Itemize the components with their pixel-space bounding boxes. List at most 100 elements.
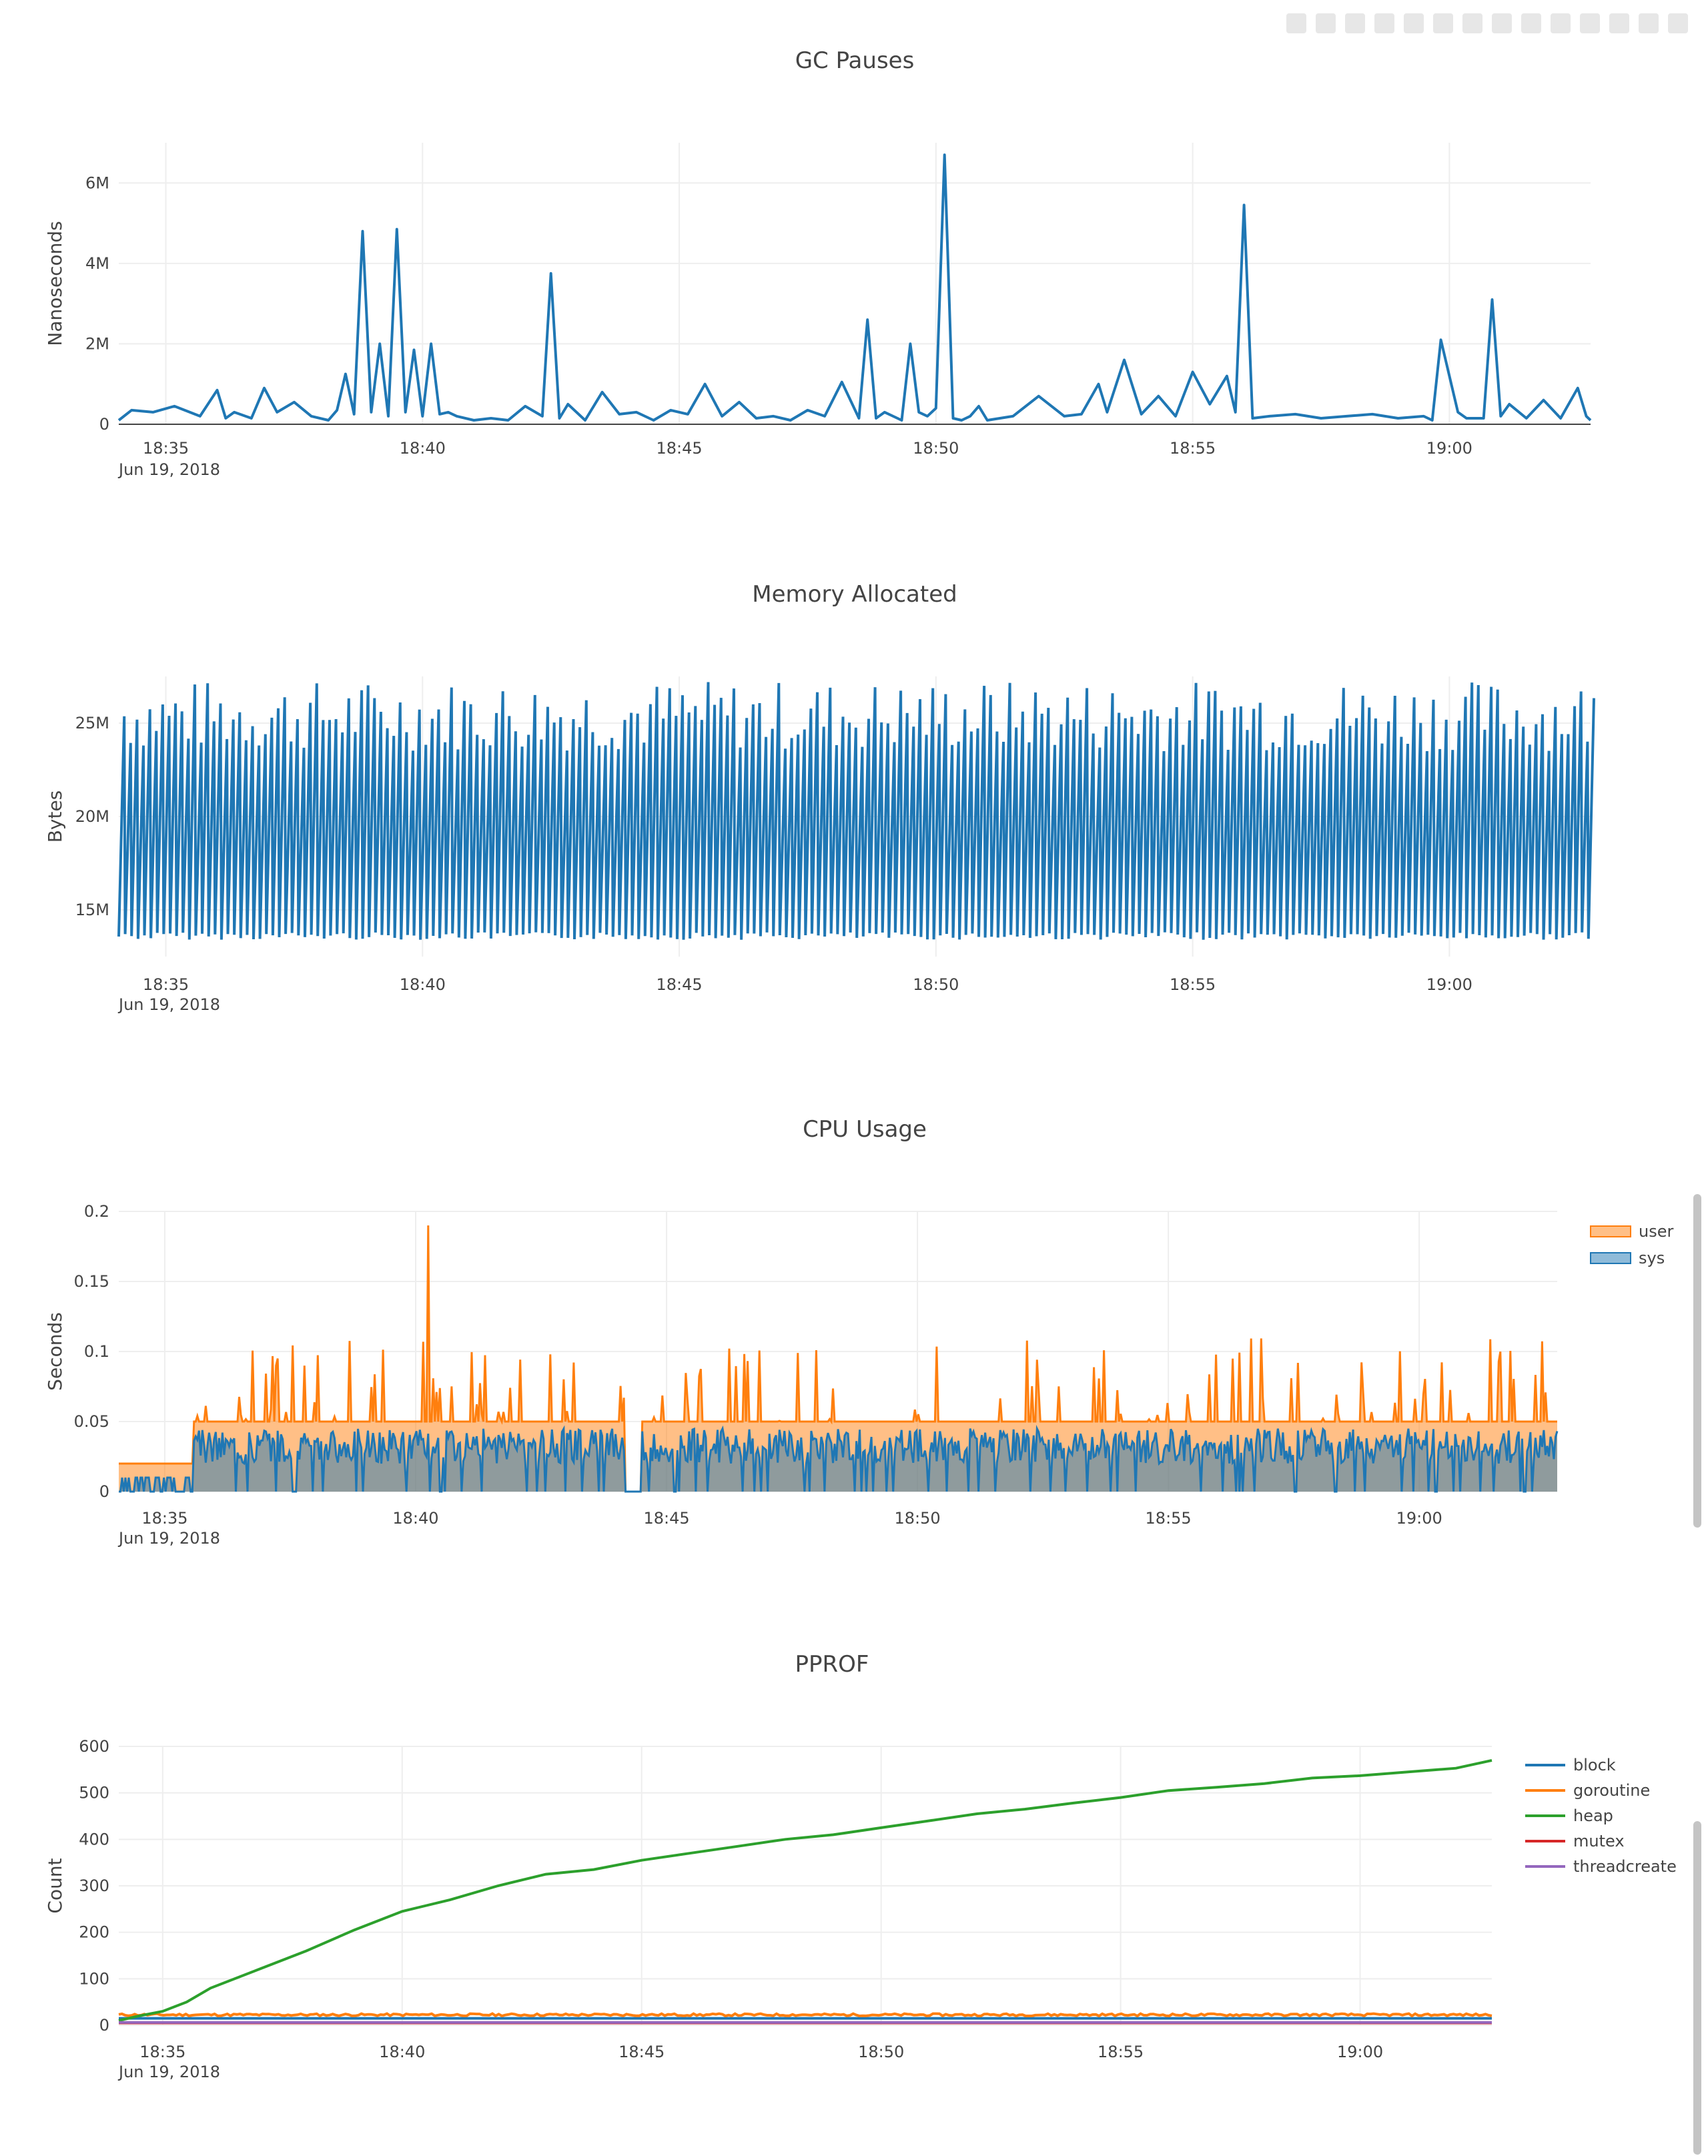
mem-ytick-label: 25M: [75, 714, 109, 732]
mem-xtick-label: 18:55: [1170, 975, 1216, 994]
pprof-ytick-label: 100: [79, 1969, 109, 1988]
legend-swatch: [1590, 1252, 1631, 1264]
legend-label: sys: [1639, 1249, 1665, 1267]
gc-xtick-label: 19:00: [1426, 439, 1472, 458]
spike-icon[interactable]: [1580, 13, 1600, 33]
box-select-icon[interactable]: [1404, 13, 1424, 33]
mem-xtick-label: 18:35: [143, 975, 189, 994]
legend-label: mutex: [1573, 1832, 1625, 1850]
cpu-xtick-label: 18:45: [643, 1509, 689, 1528]
mem-xtick-label: 18:45: [656, 975, 702, 994]
pprof-ytick-label: 600: [79, 1737, 109, 1756]
legend-label: block: [1573, 1756, 1616, 1774]
pprof-xtick-label: 18:45: [618, 2043, 665, 2061]
pprof-xtick-label: 18:40: [379, 2043, 425, 2061]
gc-xtick-label: 18:55: [1170, 439, 1216, 458]
pprof-ytick-label: 500: [79, 1784, 109, 1802]
mem-ytick-label: 20M: [75, 807, 109, 826]
legend-label: goroutine: [1573, 1781, 1650, 1800]
pprof-xtick-label: 18:50: [858, 2043, 904, 2061]
plotly-logo-icon[interactable]: [1668, 13, 1688, 33]
cpu-chart: CPU Usage Seconds 18:35 18:40 18:45 18:50 18:5…: [44, 1116, 1673, 1548]
cpu-user-line[interactable]: [119, 1225, 1557, 1493]
cpu-ytick-label: 0.15: [74, 1272, 109, 1291]
scrollbar-lower[interactable]: [1693, 1821, 1701, 2155]
pprof-ytick-label: 400: [79, 1830, 109, 1848]
cpu-ylabel: Seconds: [44, 1312, 66, 1391]
pprof-ytick-label: 200: [79, 1923, 109, 1942]
cpu-ytick-label: 0.2: [84, 1202, 109, 1221]
legend-label: heap: [1573, 1806, 1613, 1825]
cpu-ytick-label: 0.1: [84, 1342, 109, 1361]
legend-item-block[interactable]: block: [1525, 1756, 1616, 1774]
gc-chart: GC Pauses Nanoseconds 18:35 18:40 18:45 18:50…: [44, 47, 1592, 479]
gc-ytick-label: 0: [99, 415, 109, 434]
gc-series-line[interactable]: [117, 153, 1592, 422]
gc-xtick-label: 18:45: [656, 439, 702, 458]
cpu-ytick-label: 0.05: [74, 1412, 109, 1431]
gc-xdate-label: Jun 19, 2018: [117, 460, 220, 479]
cpu-xdate-label: Jun 19, 2018: [117, 1529, 220, 1548]
zoom-in-icon[interactable]: [1462, 13, 1482, 33]
cpu-xtick-label: 18:35: [141, 1509, 187, 1528]
pprof-ytick-label: 0: [99, 2016, 109, 2035]
legend-item-user[interactable]: user: [1590, 1222, 1673, 1241]
cpu-xtick-label: 18:50: [894, 1509, 940, 1528]
legend-item-sys[interactable]: sys: [1590, 1249, 1665, 1267]
pprof-title: PPROF: [795, 1651, 869, 1678]
gc-xtick-label: 18:35: [143, 439, 189, 458]
gc-ytick-label: 2M: [85, 334, 109, 353]
legend-item-mutex[interactable]: mutex: [1525, 1832, 1625, 1850]
mem-title: Memory Allocated: [752, 581, 957, 608]
pprof-xdate-label: Jun 19, 2018: [117, 2063, 220, 2081]
edit-icon[interactable]: [1316, 13, 1336, 33]
mem-xdate-label: Jun 19, 2018: [117, 995, 220, 1014]
gc-title: GC Pauses: [795, 47, 915, 74]
mem-xtick-label: 19:00: [1426, 975, 1472, 994]
mem-chart: Memory Allocated Bytes 18:35 18:40 18:45 18:5…: [44, 581, 1595, 1014]
cpu-user-area: [119, 1225, 1557, 1492]
scrollbar-upper[interactable]: [1693, 1194, 1701, 1528]
mem-series-line[interactable]: [117, 682, 1595, 940]
mem-ytick-label: 15M: [75, 901, 109, 919]
cpu-sys-line[interactable]: [119, 1424, 1559, 1493]
camera-icon[interactable]: [1286, 13, 1306, 33]
cpu-xtick-label: 19:00: [1396, 1509, 1442, 1528]
gc-xtick-label: 18:50: [913, 439, 959, 458]
gc-ylabel: Nanoseconds: [44, 221, 66, 346]
gc-ytick-label: 6M: [85, 173, 109, 192]
zoom-out-icon[interactable]: [1492, 13, 1512, 33]
cpu-xtick-label: 18:55: [1146, 1509, 1192, 1528]
zoom-icon[interactable]: [1345, 13, 1365, 33]
legend-label: threadcreate: [1573, 1857, 1677, 1876]
mem-xtick-label: 18:40: [400, 975, 446, 994]
hover-closest-icon[interactable]: [1609, 13, 1629, 33]
pprof-xtick-label: 19:00: [1337, 2043, 1383, 2061]
pprof-goroutine-line[interactable]: [118, 2012, 1492, 2018]
pprof-chart: PPROF Count 18:35 18:40 18:45 18:50 18:55 19:00…: [44, 1651, 1677, 2081]
lasso-icon[interactable]: [1433, 13, 1453, 33]
legend-swatch: [1590, 1225, 1631, 1237]
pprof-ytick-label: 300: [79, 1876, 109, 1895]
cpu-xtick-label: 18:40: [392, 1509, 438, 1528]
legend-item-threadcreate[interactable]: threadcreate: [1525, 1857, 1677, 1876]
reset-icon[interactable]: [1551, 13, 1571, 33]
cpu-title: CPU Usage: [803, 1116, 927, 1143]
autoscale-icon[interactable]: [1521, 13, 1541, 33]
hover-compare-icon[interactable]: [1639, 13, 1659, 33]
pprof-ylabel: Count: [44, 1858, 66, 1913]
legend-item-heap[interactable]: heap: [1525, 1806, 1613, 1825]
mem-ylabel: Bytes: [44, 790, 66, 843]
modebar: [1286, 13, 1688, 33]
pprof-xtick-label: 18:35: [139, 2043, 185, 2061]
gc-xtick-label: 18:40: [400, 439, 446, 458]
legend-item-goroutine[interactable]: goroutine: [1525, 1781, 1650, 1800]
cpu-ytick-label: 0: [99, 1482, 109, 1501]
legend-label: user: [1639, 1222, 1673, 1241]
pprof-xtick-label: 18:55: [1098, 2043, 1144, 2061]
mem-xtick-label: 18:50: [913, 975, 959, 994]
pan-icon[interactable]: [1374, 13, 1394, 33]
gc-ytick-label: 4M: [85, 254, 109, 273]
pprof-heap-line[interactable]: [118, 1758, 1492, 2022]
